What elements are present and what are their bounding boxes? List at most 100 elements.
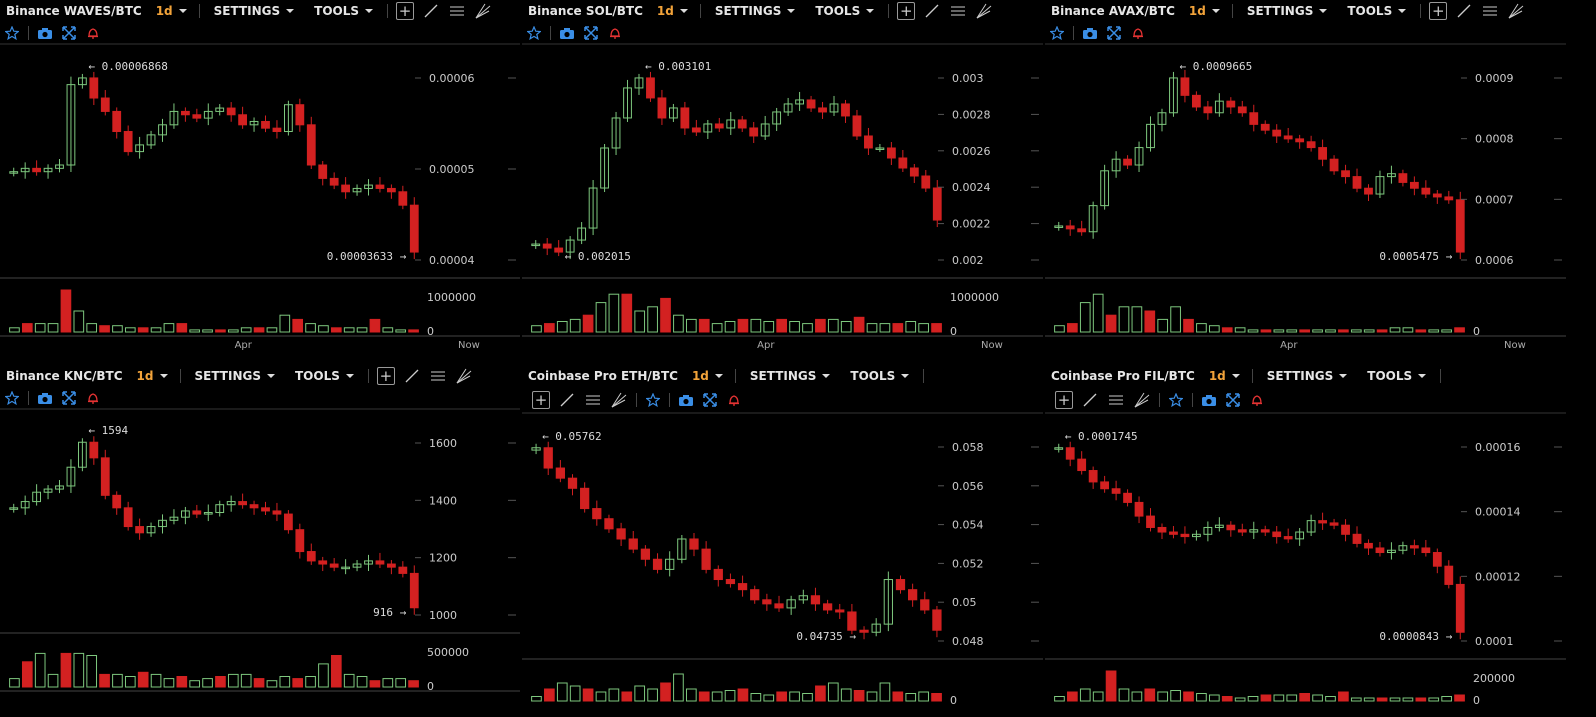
- fib-icon[interactable]: [945, 1, 971, 21]
- fullscreen-icon[interactable]: [698, 391, 722, 409]
- crosshair-icon[interactable]: +: [392, 1, 418, 21]
- fullscreen-icon[interactable]: [57, 389, 81, 407]
- settings-dropdown[interactable]: SETTINGS: [185, 369, 286, 383]
- bell-icon[interactable]: [1126, 24, 1150, 42]
- tools-dropdown[interactable]: TOOLS: [1337, 4, 1416, 18]
- settings-dropdown[interactable]: SETTINGS: [705, 4, 806, 18]
- star-icon[interactable]: [0, 389, 24, 407]
- pitchfork-icon[interactable]: [971, 1, 997, 21]
- timeframe-dropdown[interactable]: 1d: [684, 369, 731, 383]
- star-icon[interactable]: [0, 24, 24, 42]
- bell-icon[interactable]: [722, 391, 746, 409]
- timeframe-dropdown[interactable]: 1d: [1201, 369, 1248, 383]
- fullscreen-icon[interactable]: [57, 24, 81, 42]
- volume-bar: [305, 323, 316, 333]
- symbol-label[interactable]: Binance AVAX/BTC: [1051, 4, 1175, 18]
- symbol-label[interactable]: Binance KNC/BTC: [6, 369, 123, 383]
- volume-bar: [1441, 696, 1452, 702]
- trendline-icon[interactable]: [1077, 390, 1103, 410]
- candlestick-chart[interactable]: 0.003 0.0028 0.0026 0.0024 0.0022 0.002 100000…: [522, 0, 1043, 362]
- pitchfork-icon[interactable]: [470, 1, 496, 21]
- fib-icon[interactable]: [580, 390, 606, 410]
- pitchfork-icon[interactable]: [1503, 1, 1529, 21]
- fullscreen-icon[interactable]: [1102, 24, 1126, 42]
- candlestick-chart[interactable]: 0.058 0.056 0.054 0.052 0.05 0.048 0 ← 0.05762 0…: [522, 365, 1043, 717]
- timeframe-dropdown[interactable]: 1d: [1181, 4, 1228, 18]
- crosshair-icon[interactable]: +: [893, 1, 919, 21]
- symbol-label[interactable]: Binance SOL/BTC: [528, 4, 643, 18]
- star-icon[interactable]: [1045, 24, 1069, 42]
- volume-bar: [253, 678, 265, 688]
- candle: [847, 603, 857, 635]
- volume-bar: [356, 676, 368, 688]
- candlestick-chart[interactable]: 1600 1400 1200 1000 500000 0 ← 1594 916 →: [0, 365, 520, 717]
- volume-bar: [47, 323, 59, 333]
- bell-icon[interactable]: [1245, 391, 1269, 409]
- settings-dropdown[interactable]: SETTINGS: [740, 369, 841, 383]
- fullscreen-icon[interactable]: [1221, 391, 1245, 409]
- camera-icon[interactable]: [1078, 24, 1102, 42]
- bell-icon[interactable]: [81, 389, 105, 407]
- pitchfork-icon[interactable]: [606, 390, 632, 410]
- star-icon[interactable]: [641, 391, 665, 409]
- symbol-label[interactable]: Coinbase Pro ETH/BTC: [528, 369, 678, 383]
- candle: [1203, 521, 1213, 542]
- tools-dropdown[interactable]: TOOLS: [805, 4, 884, 18]
- trendline-icon[interactable]: [554, 390, 580, 410]
- settings-dropdown[interactable]: SETTINGS: [1257, 369, 1358, 383]
- volume-bar: [1170, 306, 1181, 333]
- volume-bar: [905, 693, 917, 702]
- settings-dropdown[interactable]: SETTINGS: [1237, 4, 1338, 18]
- fib-icon[interactable]: [1477, 1, 1503, 21]
- fib-icon[interactable]: [444, 1, 470, 21]
- candle: [592, 500, 602, 526]
- fib-icon[interactable]: [425, 366, 451, 386]
- fullscreen-icon[interactable]: [579, 24, 603, 42]
- candle: [875, 143, 885, 152]
- tools-dropdown[interactable]: TOOLS: [840, 369, 919, 383]
- candle: [1237, 523, 1247, 537]
- trendline-icon[interactable]: [1451, 1, 1477, 21]
- tools-dropdown[interactable]: TOOLS: [304, 4, 383, 18]
- crosshair-icon[interactable]: +: [528, 390, 554, 410]
- candle: [932, 605, 942, 638]
- symbol-label[interactable]: Binance WAVES/BTC: [6, 4, 142, 18]
- volume-bar: [1144, 310, 1156, 333]
- trendline-icon[interactable]: [399, 366, 425, 386]
- candle: [215, 500, 225, 517]
- candle: [66, 76, 76, 172]
- timeframe-dropdown[interactable]: 1d: [148, 4, 195, 18]
- camera-icon[interactable]: [555, 24, 579, 42]
- pitchfork-icon[interactable]: [451, 366, 477, 386]
- volume-bar: [673, 314, 684, 333]
- camera-icon[interactable]: [674, 391, 698, 409]
- camera-icon[interactable]: [33, 389, 57, 407]
- pitchfork-icon[interactable]: [1129, 390, 1155, 410]
- tools-dropdown[interactable]: TOOLS: [1357, 369, 1436, 383]
- candlestick-chart[interactable]: 0.0009 0.0008 0.0007 0.0006 0 Apr Now ← 0.00096…: [1045, 0, 1566, 362]
- star-icon[interactable]: [522, 24, 546, 42]
- candle: [9, 503, 19, 513]
- crosshair-icon[interactable]: +: [1051, 390, 1077, 410]
- crosshair-icon[interactable]: +: [1425, 1, 1451, 21]
- settings-dropdown[interactable]: SETTINGS: [204, 4, 305, 18]
- camera-icon[interactable]: [33, 24, 57, 42]
- star-icon[interactable]: [1164, 391, 1188, 409]
- symbol-label[interactable]: Coinbase Pro FIL/BTC: [1051, 369, 1195, 383]
- trendline-icon[interactable]: [919, 1, 945, 21]
- trendline-icon[interactable]: [418, 1, 444, 21]
- timeframe-dropdown[interactable]: 1d: [129, 369, 176, 383]
- tools-dropdown[interactable]: TOOLS: [285, 369, 364, 383]
- volume-bar: [1363, 697, 1375, 702]
- timeframe-dropdown[interactable]: 1d: [649, 4, 696, 18]
- volume-bar: [318, 325, 329, 333]
- fib-icon[interactable]: [1103, 390, 1129, 410]
- bell-icon[interactable]: [81, 24, 105, 42]
- camera-icon[interactable]: [1197, 391, 1221, 409]
- bell-icon[interactable]: [603, 24, 627, 42]
- volume-tick-label: 0: [427, 680, 434, 693]
- crosshair-icon[interactable]: +: [373, 366, 399, 386]
- candlestick-chart[interactable]: 0.00006 0.00005 0.00004 1000000 0 Apr Now ← 0.0…: [0, 0, 520, 362]
- candlestick-chart[interactable]: 0.00016 0.00014 0.00012 0.0001 200000 0 ← 0.00…: [1045, 365, 1566, 717]
- candle: [1421, 180, 1431, 199]
